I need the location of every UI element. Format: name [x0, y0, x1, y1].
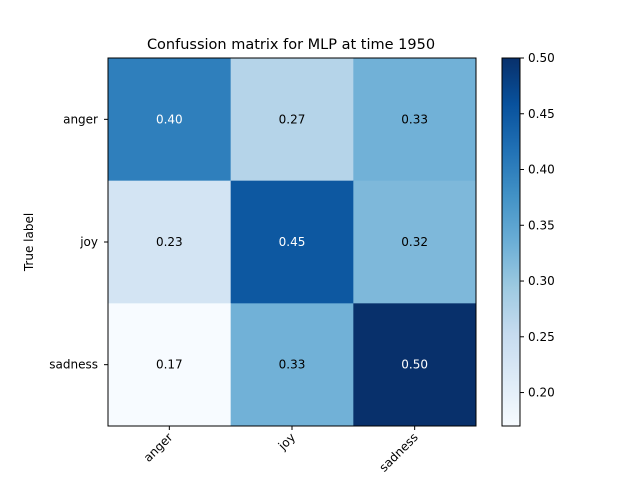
heatmap-cell	[108, 58, 232, 182]
y-tick-label: sadness	[49, 358, 98, 372]
colorbar	[501, 57, 521, 427]
colorbar-tick-label: 0.30	[528, 274, 555, 288]
cell-value-label: 0.33	[401, 112, 428, 126]
cell-value-label: 0.50	[401, 358, 428, 372]
heatmap-cells	[108, 58, 477, 427]
colorbar-tick-label: 0.35	[528, 218, 555, 232]
y-axis-label: True label	[22, 213, 36, 272]
x-axis-ticks: anger joy sadness	[141, 426, 421, 475]
y-tick-label: anger	[63, 112, 98, 126]
cell-value-labels: 0.40 0.27 0.33 0.23 0.45 0.32 0.17 0.33 0.50	[156, 112, 428, 371]
cell-value-label: 0.27	[279, 112, 306, 126]
cell-value-label: 0.17	[156, 358, 183, 372]
cell-value-label: 0.32	[401, 235, 428, 249]
colorbar-tick-label: 0.20	[528, 386, 555, 400]
heatmap-cell	[353, 58, 477, 182]
y-axis-ticks: anger joy sadness	[49, 112, 108, 372]
x-tick-label: sadness	[376, 430, 420, 474]
cell-value-label: 0.45	[279, 235, 306, 249]
colorbar-tick-label: 0.40	[528, 163, 555, 177]
heatmap-cell	[353, 180, 477, 304]
x-tick-label: joy	[275, 430, 298, 453]
colorbar-tick-label: 0.25	[528, 330, 555, 344]
chart-title: Confussion matrix for MLP at time 1950	[147, 37, 435, 53]
heatmap-cell	[230, 58, 354, 182]
heatmap-cell	[230, 303, 354, 427]
cell-value-label: 0.23	[156, 235, 183, 249]
y-tick-label: joy	[79, 235, 98, 249]
heatmap-cell	[108, 180, 232, 304]
heatmap-cell	[108, 303, 232, 427]
heatmap-cell	[353, 303, 477, 427]
colorbar-tick-label: 0.45	[528, 107, 555, 121]
heatmap-cell	[230, 180, 354, 304]
colorbar-ticks: 0.20 0.25 0.30 0.35 0.40 0.45 0.50	[520, 51, 555, 400]
cell-value-label: 0.40	[156, 112, 183, 126]
x-tick-label: anger	[141, 430, 176, 465]
cell-value-label: 0.33	[279, 358, 306, 372]
colorbar-tick-label: 0.50	[528, 51, 555, 65]
